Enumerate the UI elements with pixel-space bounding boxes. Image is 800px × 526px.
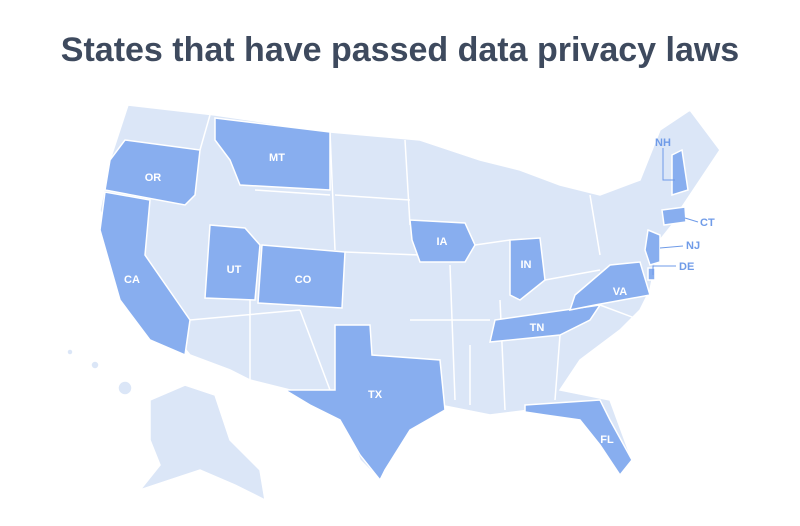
- lower-48: [99, 104, 721, 482]
- state-label: DE: [679, 261, 694, 273]
- state-label: NJ: [686, 240, 700, 252]
- leader-line: [652, 265, 676, 275]
- state: [204, 224, 261, 301]
- state: [568, 261, 651, 311]
- state: [644, 228, 661, 266]
- state: [104, 139, 201, 206]
- highlighted-states: [99, 117, 689, 482]
- state-label: TX: [368, 389, 383, 401]
- state-label: IA: [437, 236, 448, 248]
- state: [99, 191, 191, 357]
- state-label: MT: [269, 152, 285, 164]
- title: States that have passed data privacy law…: [61, 31, 739, 69]
- state: [282, 324, 446, 482]
- state-label: CA: [124, 274, 140, 286]
- leader-line: [659, 245, 684, 249]
- state-label: VA: [613, 286, 628, 298]
- state-label: CO: [295, 274, 312, 286]
- state: [647, 267, 656, 281]
- hawaii: [117, 380, 133, 396]
- state-label: OR: [145, 172, 162, 184]
- state: [524, 399, 633, 477]
- state-labels: OR MT CA UT CO IA IN TN VA TX FL NH CT N…: [124, 137, 715, 446]
- state-label: TN: [530, 322, 545, 334]
- state: [409, 219, 476, 263]
- hawaii: [90, 360, 100, 370]
- hawaii: [66, 348, 74, 356]
- state-label: UT: [227, 264, 242, 276]
- us-base: [66, 104, 721, 502]
- leader-lines: [652, 148, 699, 275]
- alaska: [137, 384, 266, 502]
- state-label: IN: [521, 259, 532, 271]
- state-label: FL: [600, 434, 614, 446]
- state-label: CT: [700, 217, 715, 229]
- state: [661, 206, 687, 226]
- state-label: NH: [655, 137, 671, 149]
- state-borders: [189, 114, 641, 411]
- state: [257, 244, 346, 309]
- leader-line: [662, 148, 675, 181]
- leader-line: [684, 217, 699, 223]
- state: [214, 117, 331, 191]
- state: [509, 237, 546, 301]
- state: [671, 148, 689, 197]
